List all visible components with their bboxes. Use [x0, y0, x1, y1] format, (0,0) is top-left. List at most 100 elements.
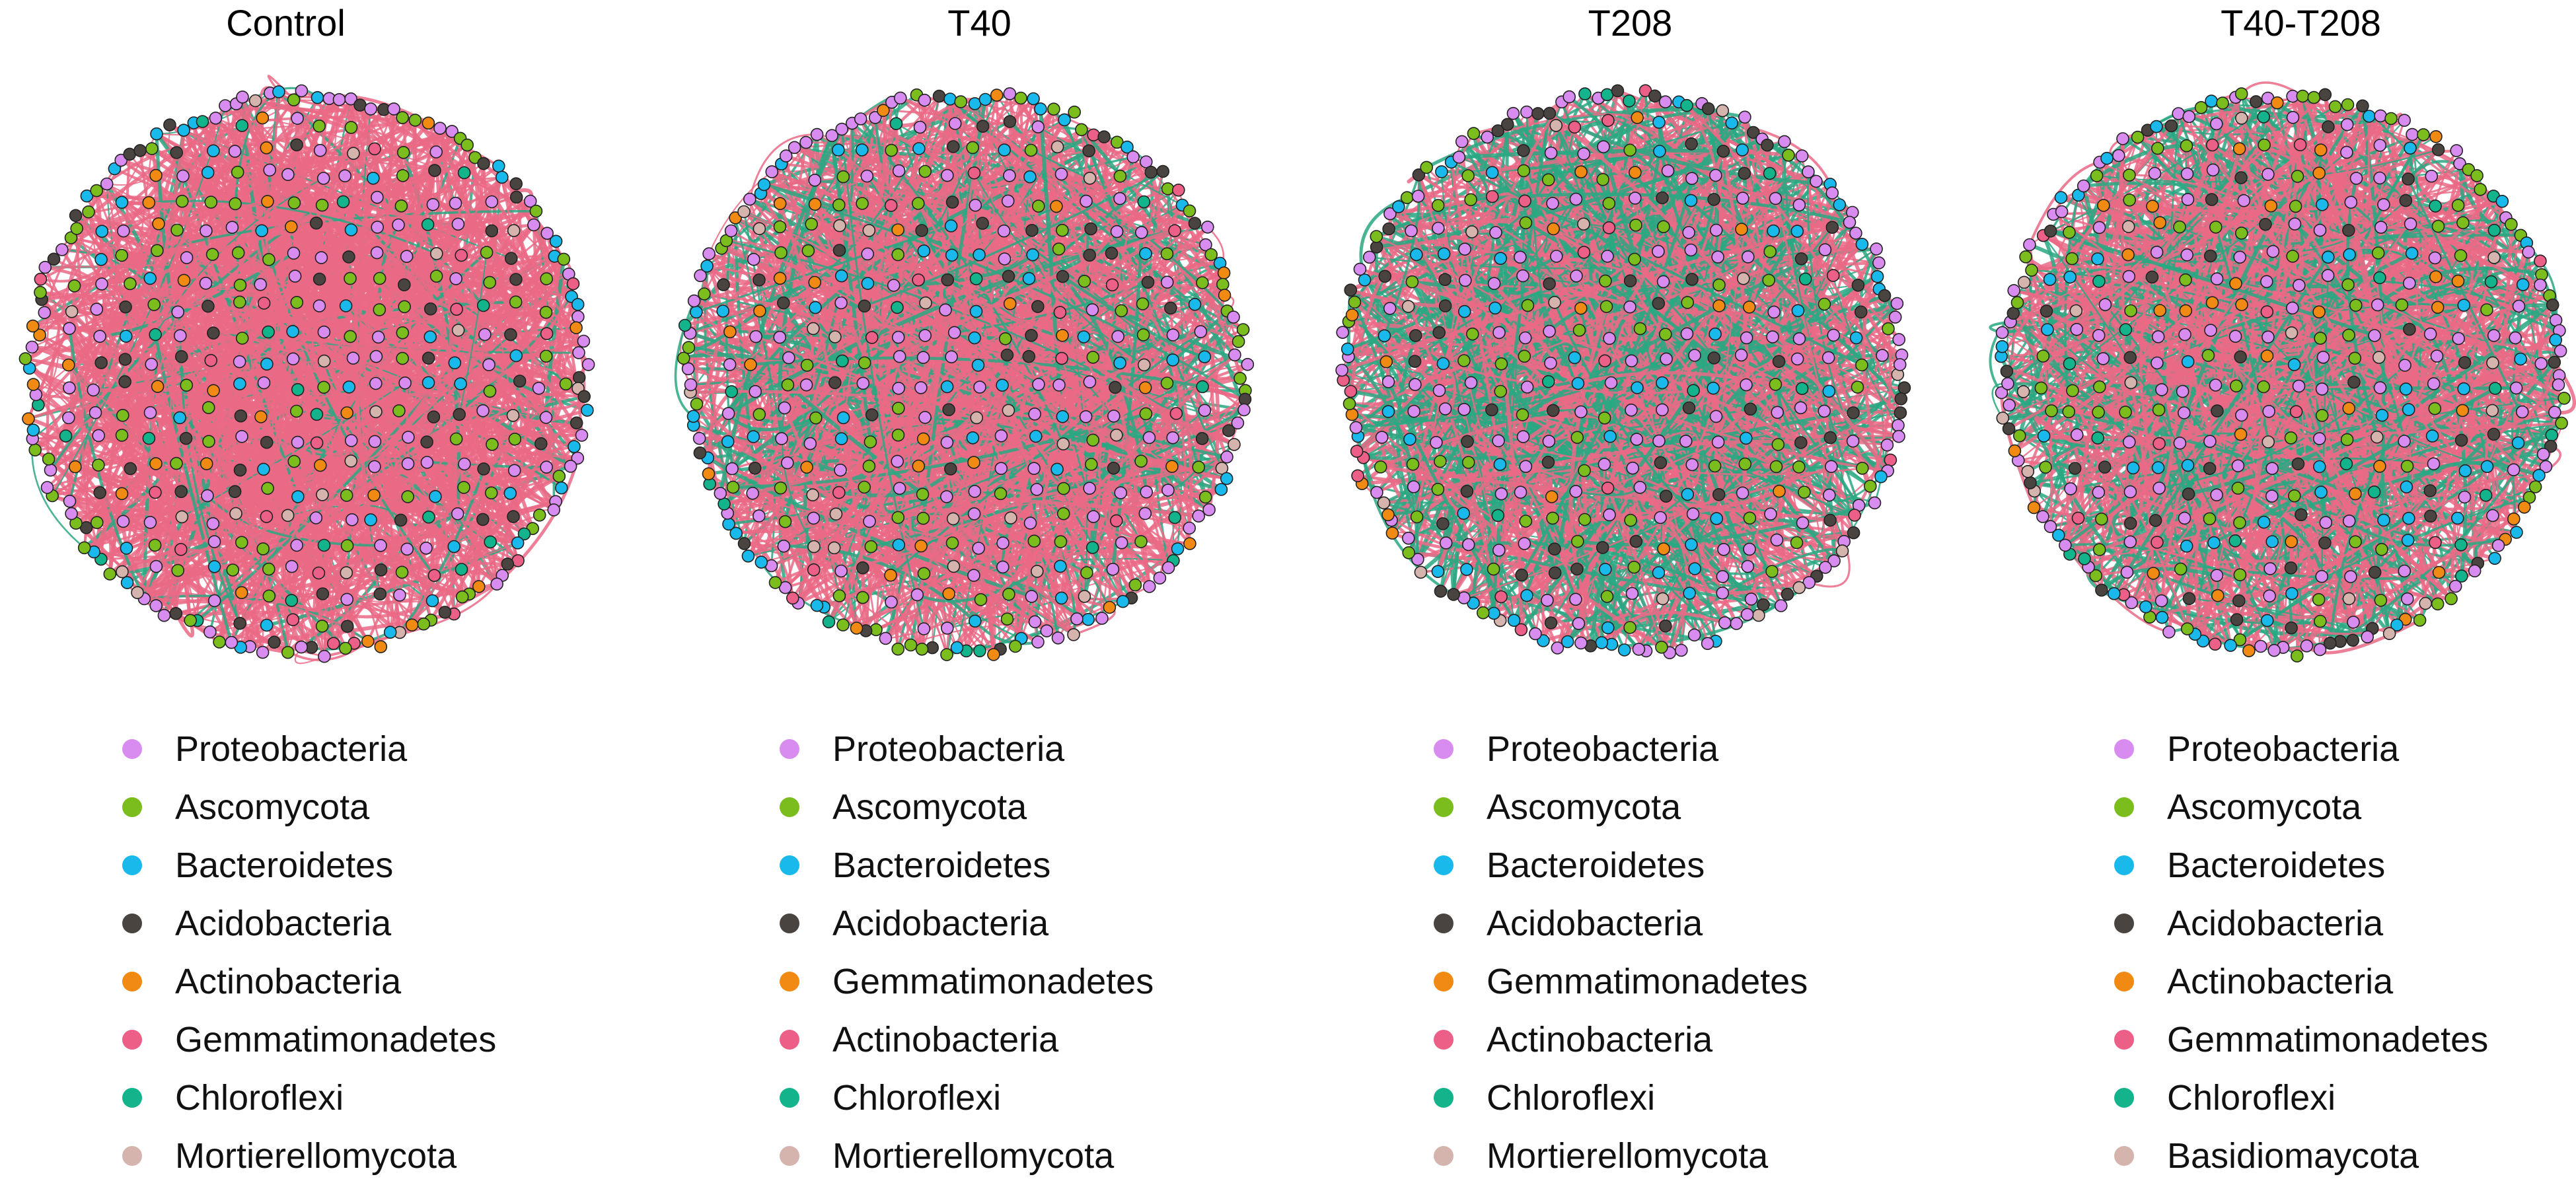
- network-node: [994, 462, 1008, 476]
- network-node: [1142, 580, 1156, 593]
- network-node: [571, 310, 585, 324]
- network-node: [504, 252, 518, 266]
- network-node: [1079, 410, 1093, 423]
- legend-item: Actinobacteria: [780, 1011, 1154, 1069]
- network-node: [945, 248, 959, 262]
- network-node: [145, 357, 158, 371]
- network-node: [312, 566, 326, 580]
- network-node: [395, 565, 409, 579]
- network-node: [340, 406, 354, 419]
- legend-item: Proteobacteria: [122, 720, 496, 778]
- network-node: [1105, 278, 1119, 292]
- network-node: [914, 539, 928, 553]
- network-node: [1139, 407, 1153, 421]
- network-node: [1051, 631, 1065, 645]
- positive-edge: [513, 230, 577, 329]
- network-node: [943, 462, 957, 476]
- positive-edge: [375, 176, 503, 357]
- legend-label: Proteobacteria: [175, 729, 408, 769]
- network-node: [540, 272, 554, 285]
- network-node: [117, 224, 130, 238]
- network-node: [996, 560, 1010, 574]
- legend-label: Acidobacteria: [175, 904, 392, 943]
- negative-edge: [779, 117, 876, 279]
- network-node: [1056, 269, 1070, 283]
- positive-edge: [359, 104, 379, 227]
- network-node: [420, 541, 433, 555]
- network-node: [829, 507, 843, 521]
- network-node: [856, 591, 869, 604]
- positive-edge: [185, 384, 251, 647]
- network-node: [272, 85, 285, 98]
- network-node: [402, 431, 415, 444]
- network-node: [864, 540, 878, 554]
- positive-edge: [735, 465, 1199, 535]
- positive-edge: [1350, 197, 1744, 292]
- network-node: [1198, 490, 1212, 504]
- network-node: [1000, 348, 1014, 362]
- network-node: [400, 542, 414, 556]
- legend-label: Gemmatimonadetes: [832, 962, 1154, 1001]
- legend: Proteobacteria Ascomycota Bacteroidetes Aci…: [122, 720, 496, 1185]
- network-node: [832, 589, 846, 602]
- network-node: [540, 227, 554, 240]
- network-node: [268, 635, 281, 649]
- network-node: [1114, 486, 1128, 499]
- network-node: [361, 635, 375, 648]
- negative-edge: [1555, 125, 1696, 635]
- network-node: [918, 93, 932, 107]
- network-node: [571, 298, 585, 311]
- positive-edge: [696, 230, 870, 405]
- legend-dot-icon: [780, 739, 799, 759]
- positive-edge: [81, 308, 102, 560]
- network-node: [309, 216, 323, 230]
- network-node: [754, 556, 768, 569]
- positive-edge: [840, 383, 1003, 441]
- network-node: [63, 322, 76, 336]
- positive-edge: [234, 203, 405, 308]
- network-node: [509, 295, 523, 309]
- legend-item: Acidobacteria: [780, 894, 1154, 952]
- network-node: [1050, 462, 1064, 476]
- network-node: [204, 196, 218, 209]
- network-node: [371, 330, 385, 344]
- network-node: [115, 248, 128, 262]
- network-node: [344, 121, 358, 134]
- network-node: [1040, 624, 1054, 637]
- network-node: [858, 299, 871, 313]
- positive-edge: [286, 515, 326, 657]
- network-node: [782, 351, 795, 365]
- positive-edge: [1003, 230, 1245, 411]
- network-node: [822, 615, 836, 629]
- network-node: [1027, 92, 1040, 106]
- network-node: [1153, 571, 1167, 585]
- network-node: [483, 275, 497, 289]
- network-node: [1188, 217, 1202, 230]
- network-node: [509, 349, 523, 363]
- network-node: [438, 606, 452, 619]
- network-node: [313, 143, 327, 157]
- network-node: [513, 375, 527, 388]
- network-node: [893, 482, 906, 495]
- network-node: [1196, 380, 1209, 394]
- network-node: [891, 223, 904, 236]
- network-node: [422, 510, 435, 524]
- network-node: [692, 431, 706, 445]
- network-node: [115, 429, 129, 442]
- network-node: [1103, 600, 1117, 614]
- network-node: [834, 269, 848, 283]
- positive-edge: [353, 583, 498, 645]
- network-node: [147, 298, 161, 312]
- network-node: [374, 640, 388, 653]
- network-node: [257, 462, 270, 476]
- network-node: [486, 437, 499, 451]
- network-node: [1215, 462, 1229, 475]
- network-node: [954, 95, 968, 108]
- network-node: [1053, 306, 1067, 319]
- network-node: [832, 198, 846, 212]
- network-node: [1000, 612, 1014, 626]
- network-node: [917, 567, 931, 581]
- network-node: [207, 326, 220, 340]
- negative-edge: [157, 209, 536, 252]
- network-node: [420, 435, 433, 449]
